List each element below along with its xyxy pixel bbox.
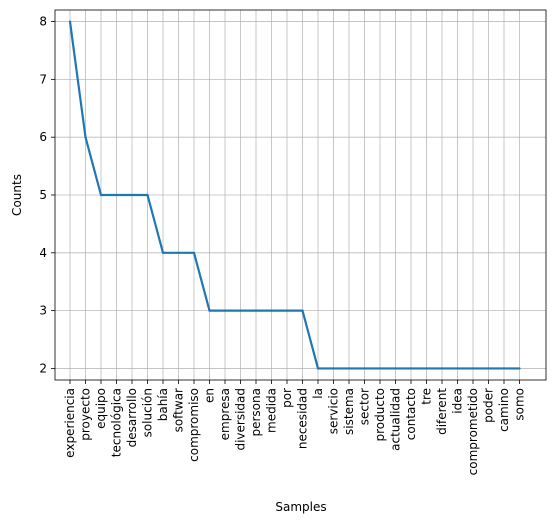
data-point — [363, 367, 366, 370]
grid-layer — [55, 10, 546, 380]
x-tick-label: equipo — [94, 388, 108, 429]
x-tick-label: somo — [513, 388, 527, 421]
axes-layer: experiencia proyecto equipo tecnológica desa… — [39, 9, 547, 475]
data-point — [440, 367, 444, 370]
x-tick-label: camino — [497, 388, 511, 432]
x-tick-label: en — [203, 388, 217, 403]
plot-frame — [54, 9, 547, 381]
data-point — [301, 309, 304, 312]
x-tick-label: proyecto — [79, 388, 93, 441]
x-tick-label: idea — [451, 388, 465, 414]
y-tick-label: 2 — [39, 361, 47, 375]
data-point — [208, 309, 211, 312]
data-point — [487, 367, 490, 370]
x-tick-label: contacto — [404, 388, 418, 440]
data-point — [471, 367, 475, 370]
data-point — [161, 251, 165, 254]
x-tick-label: sector — [358, 388, 372, 425]
y-tick-label: 5 — [39, 188, 47, 202]
data-point — [84, 136, 87, 139]
series-layer — [68, 20, 521, 370]
x-tick-label: diversidad — [234, 388, 248, 451]
x-tick-label: experiencia — [63, 388, 77, 458]
x-tick-label: persona — [249, 388, 263, 437]
x-tick-label: producto — [373, 388, 387, 442]
counts-series-line — [68, 21, 520, 370]
x-tick-label: tecnológica — [110, 388, 124, 457]
data-point — [332, 367, 335, 370]
data-point — [254, 309, 258, 312]
x-tick-label: softwar — [172, 388, 186, 432]
x-tick-label: poder — [482, 388, 496, 423]
data-point — [502, 367, 506, 370]
data-point — [130, 193, 134, 197]
data-point — [378, 367, 382, 370]
x-tick-label: solución — [141, 388, 155, 437]
data-point — [270, 309, 273, 312]
data-point — [223, 309, 227, 312]
x-tick-label: bahía — [156, 388, 170, 421]
data-point — [239, 309, 242, 312]
label-layer: Samples Counts — [10, 174, 327, 514]
x-tick-label: empresa — [218, 388, 232, 440]
x-tick-label: servicio — [327, 388, 341, 434]
data-point — [316, 367, 320, 370]
x-tick-label: medida — [265, 388, 279, 433]
y-tick-label: 7 — [39, 72, 47, 86]
y-tick-label: 8 — [39, 15, 47, 29]
x-tick-label: necesidad — [296, 388, 310, 449]
data-point — [99, 193, 103, 197]
x-tick-label: diferent — [435, 388, 449, 435]
data-point — [285, 309, 289, 312]
data-point — [177, 251, 180, 254]
y-tick-label: 6 — [39, 130, 47, 144]
x-tick-label: por — [280, 388, 294, 408]
x-tick-label: desarrollo — [125, 388, 139, 447]
data-point — [518, 367, 521, 370]
y-tick-label: 4 — [39, 246, 47, 260]
data-point — [347, 367, 351, 370]
x-tick-label: comprometido — [466, 388, 480, 475]
data-point — [394, 367, 397, 370]
data-point — [425, 367, 428, 370]
data-point — [409, 367, 413, 370]
x-tick-label: tre — [420, 388, 434, 405]
x-tick-label: actualidad — [389, 388, 403, 451]
data-point — [146, 193, 149, 197]
data-point — [192, 251, 196, 254]
x-tick-label: compromiso — [187, 388, 201, 462]
data-point — [456, 367, 459, 370]
y-axis-label: Counts — [10, 174, 24, 216]
x-axis-label: Samples — [275, 500, 326, 514]
data-point — [68, 20, 72, 23]
y-tick-label: 3 — [39, 304, 47, 318]
x-tick-label: sistema — [342, 388, 356, 435]
data-point — [115, 193, 118, 197]
x-tick-label: la — [311, 388, 325, 399]
